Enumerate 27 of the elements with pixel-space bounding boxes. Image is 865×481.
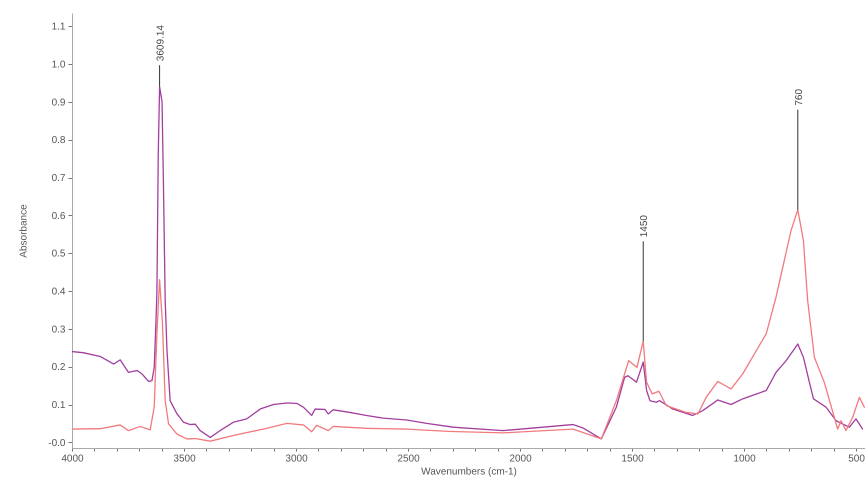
x-tick-label: 4000: [61, 454, 84, 464]
y-tick-label: 1.1: [52, 22, 66, 33]
line-series: [72, 86, 864, 440]
y-tick-label: 0.1: [52, 400, 66, 411]
x-tick-label: 1500: [621, 454, 644, 464]
line-series: [72, 209, 865, 442]
x-tick-label: 2500: [397, 454, 420, 464]
annotation: 1450: [639, 214, 650, 238]
y-tick-label: 0.7: [52, 173, 66, 184]
y-tick-label: 0.8: [52, 135, 66, 146]
y-tick-label: 0.9: [52, 97, 66, 108]
y-tick-label: 0.5: [52, 248, 66, 260]
x-tick-label: 1000: [733, 454, 756, 464]
y-tick-label: 0.3: [52, 324, 66, 336]
y-tick-label: 0.2: [52, 362, 66, 374]
y-axis-title: Absorbance: [18, 204, 30, 258]
x-tick-label: 3500: [173, 454, 196, 464]
annotation: 3609.14: [156, 24, 167, 62]
y-tick-label: -0.0: [48, 438, 66, 449]
x-tick-label: 500: [848, 454, 865, 464]
x-tick-label: 2000: [509, 454, 532, 464]
y-tick-label: 0.4: [52, 286, 66, 298]
x-axis-title: Wavenumbers (cm-1): [421, 466, 517, 478]
x-tick-label: 3000: [285, 454, 308, 464]
y-tick-label: 1.0: [52, 60, 66, 71]
annotation: 760: [794, 88, 805, 106]
y-tick-label: 0.6: [52, 210, 66, 222]
